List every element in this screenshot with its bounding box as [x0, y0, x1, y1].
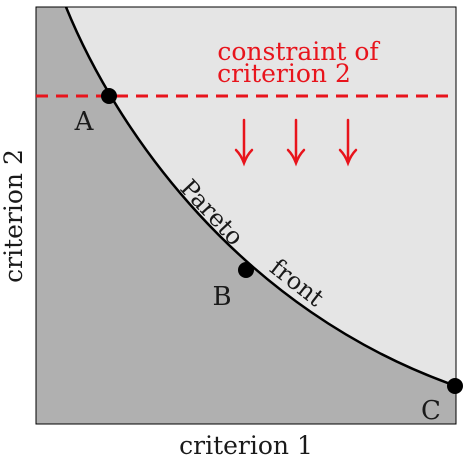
- point-a-label: A: [74, 107, 95, 137]
- down-arrow-icon: [338, 118, 358, 167]
- down-arrow-icon: [234, 118, 254, 167]
- point-a-marker: [101, 88, 117, 104]
- point-c-label: C: [421, 396, 441, 426]
- y-axis-label: criterion 2: [0, 149, 28, 283]
- constraint-label-line1: constraint of: [217, 37, 380, 66]
- feasible-region: [36, 7, 456, 424]
- point-b-marker: [238, 262, 254, 278]
- constraint-arrows: [234, 118, 358, 167]
- x-axis-label: criterion 1: [179, 431, 313, 460]
- pareto-front-curve: [64, 6, 457, 388]
- point-b-label: B: [212, 282, 231, 312]
- plot-frame: [35, 6, 457, 425]
- point-c-marker: [447, 378, 463, 394]
- down-arrow-icon: [286, 118, 306, 167]
- constraint-label-line2: criterion 2: [217, 59, 351, 88]
